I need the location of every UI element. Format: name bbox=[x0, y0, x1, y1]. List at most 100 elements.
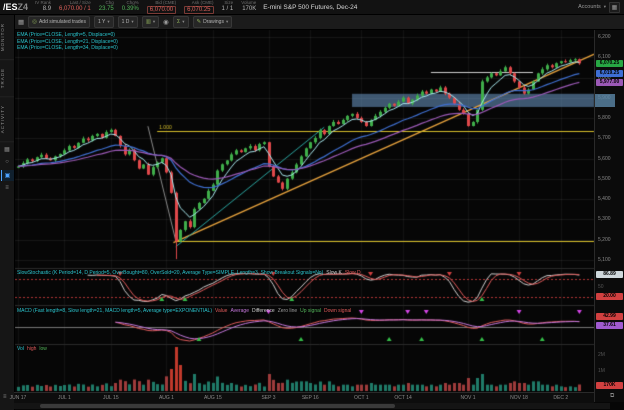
symbol-suffix: Z4 bbox=[17, 2, 29, 12]
vol-tick-2M: 2M bbox=[598, 352, 605, 358]
stoch-mid-tick: 50 bbox=[598, 284, 604, 290]
stat-value: 6,070.25 bbox=[184, 6, 214, 14]
vol-tick-1M: 1M bbox=[598, 368, 605, 374]
pill-label: 1 Y bbox=[97, 19, 106, 25]
stat-label: Size bbox=[224, 0, 234, 5]
date-label-jul-1: JUL 1 bbox=[57, 395, 71, 401]
quote-stat-volume: Volume 170K bbox=[241, 0, 256, 14]
stat-value: 170K bbox=[242, 6, 257, 12]
stat-value: 1 / 1 bbox=[221, 6, 234, 12]
macd-value-badge: 42.99 bbox=[596, 313, 623, 320]
quote-stat-last-size: Last / Size 6,070.00 / 1 bbox=[59, 0, 91, 14]
quote-stats: IV Rank 8.9 Last / Size 6,070.00 / 1 Chg 23.7… bbox=[35, 0, 256, 14]
price-tick-5200: 5,200 bbox=[598, 236, 611, 243]
account-selector[interactable]: Accounts bbox=[578, 4, 601, 10]
time-axis[interactable]: JUN 17 JUL 1 JUL 15 AUG 1 AUG 15 SEP 3 SEP 16 O… bbox=[10, 392, 594, 403]
ema-label-1[interactable]: EMA (Price=CLOSE, Length=5, Displace=0) bbox=[17, 32, 115, 38]
drawing-tools-select[interactable]: ✎ Drawings ▾ bbox=[192, 16, 233, 28]
chevron-down-icon: ▾ bbox=[131, 19, 134, 24]
snapshot-icon[interactable]: ⧉ bbox=[610, 393, 615, 399]
ema-label-3[interactable]: EMA (Price=CLOSE, Length=34, Displace=0) bbox=[17, 45, 118, 51]
chevron-down-icon[interactable]: ▾ bbox=[603, 4, 606, 9]
date-label-sep-16: SEP 16 bbox=[301, 395, 319, 401]
stoch-hi-badge: 86.89 bbox=[596, 271, 623, 278]
date-label-jul-15: JUL 15 bbox=[102, 395, 119, 401]
stat-label: Chg bbox=[105, 0, 114, 5]
quote-stat-size: Size 1 / 1 bbox=[222, 0, 234, 14]
date-label-oct-14: OCT 14 bbox=[394, 395, 412, 401]
stoch-lo-badge: 20.00 bbox=[596, 293, 623, 300]
date-label-aug-15: AUG 15 bbox=[203, 395, 222, 401]
add-simulated-trades-button-icon: ◎ bbox=[32, 19, 37, 25]
stat-label: Bid (CME) bbox=[155, 0, 177, 5]
legend-difference: Difference bbox=[251, 308, 275, 314]
layout-grid-icon[interactable]: ▦ bbox=[609, 1, 620, 13]
date-label-oct-1: OCT 1 bbox=[353, 395, 369, 401]
chevron-down-icon: ▾ bbox=[225, 19, 229, 24]
study-params: MACD (Fast length=8, Slow length=21, MAC… bbox=[17, 308, 213, 314]
price-axis[interactable]: 6,2006,1006,0005,9005,8005,7005,6005,500… bbox=[594, 30, 624, 402]
chevron-down-icon: ▾ bbox=[182, 19, 185, 24]
clock-icon[interactable]: ○ bbox=[5, 159, 9, 166]
last-price-badge: 6,070.25 bbox=[596, 59, 623, 67]
date-label-aug-1: AUG 1 bbox=[158, 395, 174, 401]
stat-value: 6,070.00 / 1 bbox=[59, 6, 91, 12]
pill-label: Drawings bbox=[203, 19, 224, 25]
legend-high: high bbox=[26, 346, 37, 352]
volume-study-label[interactable]: Vol high low bbox=[17, 346, 47, 353]
studies-select[interactable]: Σ ▾ bbox=[172, 16, 189, 28]
price-tick-5700: 5,700 bbox=[598, 135, 611, 142]
ema34-badge: 5,977.00 bbox=[596, 78, 623, 86]
date-label-sep-3: SEP 3 bbox=[261, 395, 276, 401]
legend-up-signal: Up signal bbox=[300, 308, 321, 314]
legend-slow-d: Slow D bbox=[344, 270, 361, 276]
legend-slow-k: Slow K bbox=[326, 270, 342, 276]
drawing-tools-select-icon: ✎ bbox=[196, 19, 202, 25]
price-tick-5100: 5,100 bbox=[598, 256, 611, 263]
legend-zero-line: Zero line bbox=[277, 308, 298, 314]
ema-label-2[interactable]: EMA (Price=CLOSE, Length=21, Displace=0) bbox=[17, 38, 118, 45]
quote-stat-bid-cme-: Bid (CME) 6,070.00 bbox=[146, 0, 177, 14]
sidebar-item-monitor[interactable]: MONITOR bbox=[0, 15, 14, 61]
chart-grid-icon[interactable]: ▦ bbox=[18, 19, 25, 26]
chart-settings-button[interactable]: ◉ bbox=[163, 19, 169, 26]
legend-low: low bbox=[39, 346, 47, 352]
stat-label: IV Rank bbox=[35, 0, 52, 5]
price-tick-5600: 5,600 bbox=[598, 155, 611, 162]
price-tick-5300: 5,300 bbox=[598, 216, 611, 223]
left-sidebar: MONITOR TRADE ACTIVITY ▦ ○ ▣ ≡ bbox=[0, 15, 15, 410]
symbol-ticker[interactable]: /ESZ4 bbox=[3, 2, 29, 12]
chart-icon[interactable]: ▣ bbox=[0, 169, 14, 181]
stat-value: 6,070.00 bbox=[146, 6, 177, 14]
study-params: SlowStochastic (K Period=14, D Period=5,… bbox=[17, 270, 324, 276]
symbol-menu-icon[interactable]: ≡ bbox=[3, 394, 7, 400]
ema21-badge: 6,019.25 bbox=[596, 70, 623, 78]
legend-average: Average bbox=[230, 308, 249, 314]
vol-badge: 170K bbox=[596, 382, 623, 389]
scrollbar-thumb[interactable] bbox=[40, 404, 395, 408]
date-label-jun-17: JUN 17 bbox=[9, 395, 27, 401]
chevron-down-icon: ▾ bbox=[107, 19, 110, 24]
add-simulated-trades-button[interactable]: ◎ Add simulated trades bbox=[28, 16, 90, 28]
stat-label: Ask (CME) bbox=[191, 0, 214, 5]
quote-stat-chg: Chg 23.75 bbox=[99, 0, 114, 14]
price-tick-5500: 5,500 bbox=[598, 175, 611, 182]
chevron-down-icon: ▾ bbox=[152, 19, 156, 24]
sidebar-item-trade[interactable]: TRADE bbox=[0, 60, 14, 98]
legend-value: Value bbox=[215, 308, 228, 314]
aggregation-select[interactable]: 1 D ▾ bbox=[117, 16, 138, 28]
chart-style-select[interactable]: ▥ ▾ bbox=[141, 16, 160, 28]
list-icon[interactable]: ≡ bbox=[5, 185, 9, 192]
timeframe-select[interactable]: 1 Y ▾ bbox=[93, 16, 114, 28]
chart-scrollbar[interactable] bbox=[14, 403, 610, 409]
ema-study-labels: EMA (Price=CLOSE, Length=5, Displace=0) E… bbox=[17, 32, 118, 52]
stochastic-study-label[interactable]: SlowStochastic (K Period=14, D Period=5,… bbox=[17, 270, 361, 277]
quote-stat-ask-cme-: Ask (CME) 6,070.25 bbox=[184, 0, 214, 14]
macd-study-label[interactable]: MACD (Fast length=8, Slow length=21, MAC… bbox=[17, 308, 351, 315]
stat-value: 8.9 bbox=[42, 6, 52, 12]
sidebar-item-activity[interactable]: ACTIVITY bbox=[0, 97, 14, 143]
calculator-icon[interactable]: ▦ bbox=[4, 146, 10, 153]
price-tick-6200: 6,200 bbox=[598, 34, 611, 41]
